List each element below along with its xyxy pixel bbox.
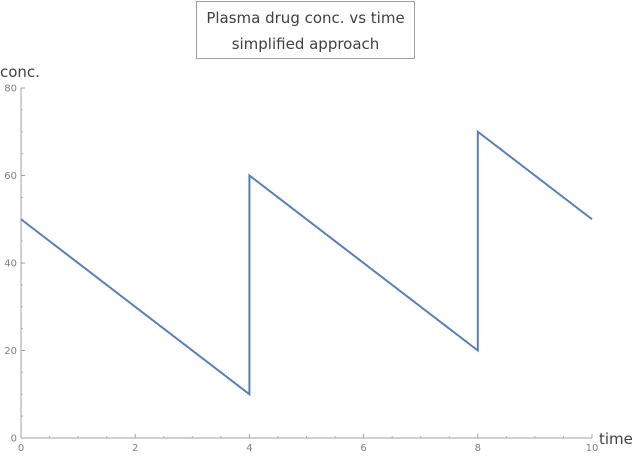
x-tick-label: 10 <box>586 443 599 454</box>
x-tick-label: 6 <box>360 443 366 454</box>
series-line <box>20 129 593 397</box>
title-frame <box>196 1 415 59</box>
y-tick-label: 0 <box>11 434 17 445</box>
chart-title-line-2: simplified approach <box>232 35 380 53</box>
series-layer <box>20 129 593 397</box>
x-tick-label: 4 <box>246 443 252 454</box>
x-tick-label: 0 <box>18 443 24 454</box>
y-tick-label: 80 <box>4 84 17 95</box>
axes <box>20 88 592 439</box>
tick-labels: 0 2 4 6 8 10 0 20 40 60 80 <box>4 84 598 455</box>
ticks <box>20 87 593 439</box>
chart-title-box: Plasma drug conc. vs time simplified app… <box>196 1 415 59</box>
chart-title-line-1: Plasma drug conc. vs time <box>206 9 404 27</box>
y-tick-label: 40 <box>4 259 17 270</box>
y-tick-label: 60 <box>4 171 17 182</box>
x-tick-label: 2 <box>132 443 138 454</box>
x-axis-label: time <box>599 430 633 448</box>
y-axis-label: conc. <box>0 63 40 81</box>
y-tick-label: 20 <box>4 346 17 357</box>
x-tick-label: 8 <box>475 443 481 454</box>
